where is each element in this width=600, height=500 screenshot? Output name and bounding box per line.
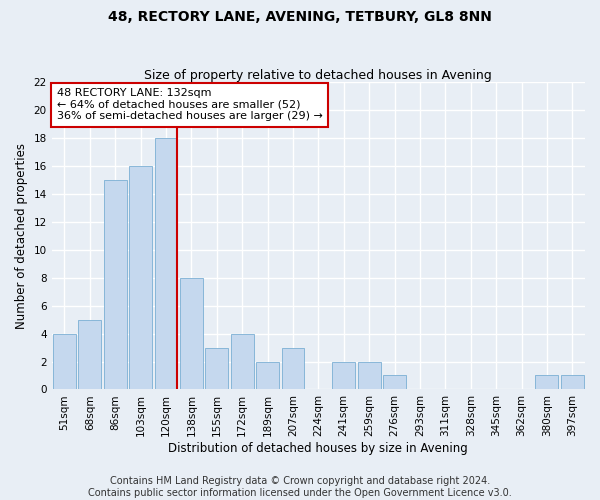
Bar [383,376,406,390]
Bar [358,362,380,390]
X-axis label: Distribution of detached houses by size in Avening: Distribution of detached houses by size … [169,442,468,455]
Bar [231,334,254,390]
Bar [332,362,355,390]
Bar [53,334,76,390]
Bar [535,376,559,390]
Bar [180,278,203,390]
Bar [155,138,178,390]
Y-axis label: Number of detached properties: Number of detached properties [15,142,28,328]
Bar [256,362,279,390]
Bar [281,348,304,390]
Bar [561,376,584,390]
Text: 48, RECTORY LANE, AVENING, TETBURY, GL8 8NN: 48, RECTORY LANE, AVENING, TETBURY, GL8 … [108,10,492,24]
Bar [205,348,228,390]
Bar [129,166,152,390]
Text: 48 RECTORY LANE: 132sqm
← 64% of detached houses are smaller (52)
36% of semi-de: 48 RECTORY LANE: 132sqm ← 64% of detache… [57,88,323,122]
Title: Size of property relative to detached houses in Avening: Size of property relative to detached ho… [145,69,492,82]
Bar [104,180,127,390]
Bar [79,320,101,390]
Text: Contains HM Land Registry data © Crown copyright and database right 2024.
Contai: Contains HM Land Registry data © Crown c… [88,476,512,498]
